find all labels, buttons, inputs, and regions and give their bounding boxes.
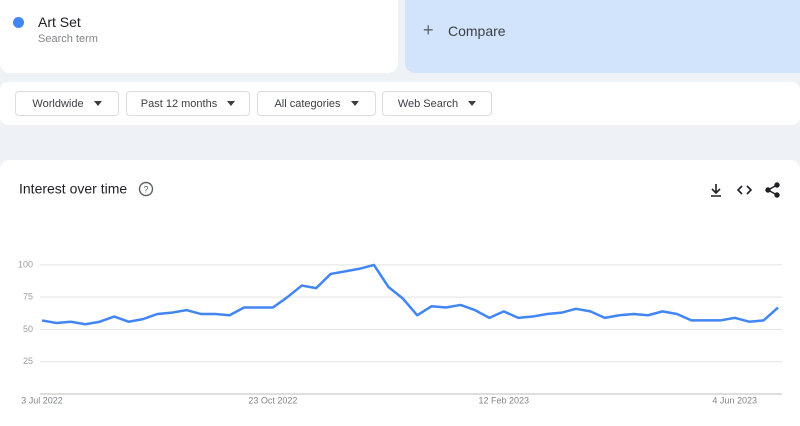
trend-line — [41, 263, 779, 326]
chart: Interest over time ? 25 50 75 100 3 Jul 2022… — [0, 160, 800, 426]
filter-dropdown[interactable]: All categories — [257, 91, 376, 116]
term-dot — [13, 17, 24, 28]
chart-title: Interest over time — [19, 181, 127, 197]
x-tick-label: 23 Oct 2022 — [248, 395, 297, 405]
term-card[interactable]: Art Set Search term — [0, 0, 398, 73]
x-tick-label: 3 Jul 2022 — [21, 395, 63, 405]
svg-text:?: ? — [143, 184, 148, 194]
compare-card[interactable]: + Compare — [405, 0, 800, 73]
compare-label: Compare — [448, 23, 506, 39]
x-tick-label: 4 Jun 2023 — [712, 395, 757, 405]
help-icon[interactable]: ? — [138, 181, 154, 197]
y-tick-label: 100 — [18, 259, 33, 269]
filter-dropdown[interactable]: Past 12 months — [126, 91, 250, 116]
plus-icon: + — [423, 20, 434, 40]
filter-label: Web Search — [397, 97, 459, 110]
y-tick-label: 75 — [23, 292, 33, 302]
filter-label: All categories — [274, 97, 341, 110]
term-subtitle: Search term — [38, 33, 98, 45]
filter-dropdown[interactable]: Web Search — [382, 91, 492, 116]
chart-card — [0, 160, 800, 426]
filter-label: Worldwide — [32, 97, 84, 110]
filter-dropdown[interactable]: Worldwide — [15, 91, 119, 116]
embed-icon[interactable] — [736, 185, 753, 195]
term-name: Art Set — [38, 14, 81, 30]
y-tick-label: 25 — [23, 356, 33, 366]
download-icon[interactable] — [711, 184, 721, 197]
share-icon[interactable] — [765, 182, 780, 198]
filter-label: Past 12 months — [140, 97, 218, 110]
x-tick-label: 12 Feb 2023 — [479, 395, 530, 405]
y-tick-label: 50 — [23, 324, 33, 334]
